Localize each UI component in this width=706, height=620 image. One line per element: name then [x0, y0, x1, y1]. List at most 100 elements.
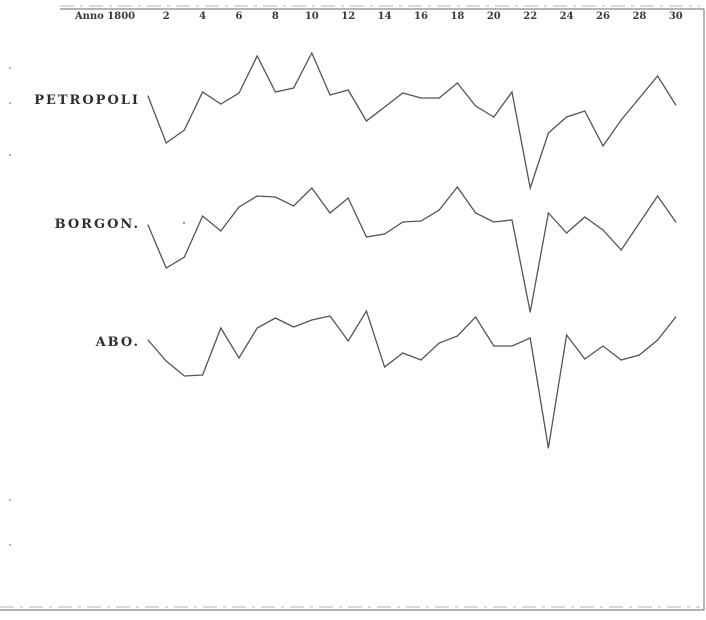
x-tick-label: 26 — [596, 11, 610, 22]
data-point — [511, 91, 513, 93]
data-point — [402, 352, 404, 354]
series-label-petropoli: PETROPOLI — [34, 93, 140, 108]
x-tick-label: 8 — [272, 11, 279, 22]
data-point — [402, 92, 404, 94]
data-point — [202, 215, 204, 217]
data-point — [620, 359, 622, 361]
data-point — [165, 267, 167, 269]
data-point — [657, 75, 659, 77]
data-point — [675, 316, 677, 318]
data-point — [475, 212, 477, 214]
x-tick-label: 16 — [414, 11, 428, 22]
data-point — [529, 337, 531, 339]
speck-mark — [9, 544, 11, 546]
data-point — [183, 256, 185, 258]
data-point — [256, 55, 258, 57]
series-label-abo: ABO. — [95, 335, 140, 350]
speck-mark — [182, 221, 186, 225]
data-point — [529, 311, 531, 313]
data-point — [311, 319, 313, 321]
data-point — [566, 116, 568, 118]
data-point — [329, 315, 331, 317]
data-point — [493, 221, 495, 223]
data-point — [238, 357, 240, 359]
speck-mark — [9, 102, 11, 104]
data-point — [675, 221, 677, 223]
data-point — [420, 359, 422, 361]
data-point — [547, 447, 550, 449]
x-tick-label: 18 — [450, 11, 464, 22]
data-point — [547, 132, 550, 134]
series-labels: PETROPOLI BORGON. ABO. — [34, 93, 140, 350]
data-point — [456, 186, 458, 188]
data-point — [657, 195, 659, 197]
data-point — [147, 339, 149, 341]
data-point — [365, 310, 367, 312]
data-point — [547, 212, 550, 214]
data-point — [347, 197, 349, 199]
data-point — [584, 216, 586, 218]
data-point — [165, 142, 167, 144]
x-tick-label: 10 — [305, 11, 319, 22]
x-tick-label: 2 — [163, 11, 170, 22]
data-point — [347, 340, 349, 342]
data-point — [384, 106, 386, 108]
data-point — [602, 229, 604, 231]
data-point — [220, 327, 222, 329]
data-point — [365, 120, 367, 122]
data-point — [183, 129, 185, 131]
data-point — [620, 249, 622, 251]
data-point — [165, 360, 167, 362]
data-point — [202, 374, 204, 376]
data-point — [402, 221, 404, 223]
x-tick-label: 4 — [199, 11, 206, 22]
data-point — [329, 212, 331, 214]
data-point — [475, 316, 477, 318]
series-line-borgon — [147, 185, 677, 313]
data-point — [602, 145, 604, 147]
data-point — [183, 375, 185, 377]
data-point — [384, 366, 386, 368]
data-point — [220, 230, 222, 232]
data-point — [202, 91, 204, 93]
data-point — [147, 224, 149, 226]
series-label-borgon: BORGON. — [55, 217, 140, 232]
data-point — [274, 317, 276, 319]
data-point — [584, 358, 586, 360]
data-point — [675, 104, 677, 106]
data-point — [456, 335, 458, 337]
data-point — [220, 103, 222, 105]
data-point — [584, 110, 586, 112]
x-axis-label: Anno 1800 — [74, 11, 135, 22]
data-point — [274, 91, 276, 93]
series-line-petropoli — [147, 51, 677, 191]
data-point — [438, 209, 440, 211]
data-point — [638, 354, 641, 356]
data-point — [293, 326, 295, 328]
data-point — [147, 95, 149, 97]
data-point — [420, 97, 422, 99]
x-tick-label: 24 — [560, 11, 574, 22]
data-point — [293, 87, 295, 89]
series-lines — [147, 51, 677, 449]
data-point — [256, 195, 258, 197]
data-point — [511, 219, 513, 221]
data-point — [238, 206, 240, 208]
data-point — [311, 187, 313, 189]
data-point — [638, 97, 641, 99]
data-point — [529, 187, 531, 189]
x-tick-label: 12 — [341, 11, 355, 22]
data-point — [438, 97, 440, 99]
data-point — [493, 116, 495, 118]
data-point — [256, 327, 258, 329]
data-point — [420, 220, 422, 222]
x-tick-label: 14 — [378, 11, 392, 22]
data-point — [347, 89, 349, 91]
data-point — [238, 92, 240, 94]
speck-mark — [9, 154, 11, 156]
data-point — [657, 339, 659, 341]
data-point — [566, 232, 568, 234]
data-point — [493, 345, 495, 347]
